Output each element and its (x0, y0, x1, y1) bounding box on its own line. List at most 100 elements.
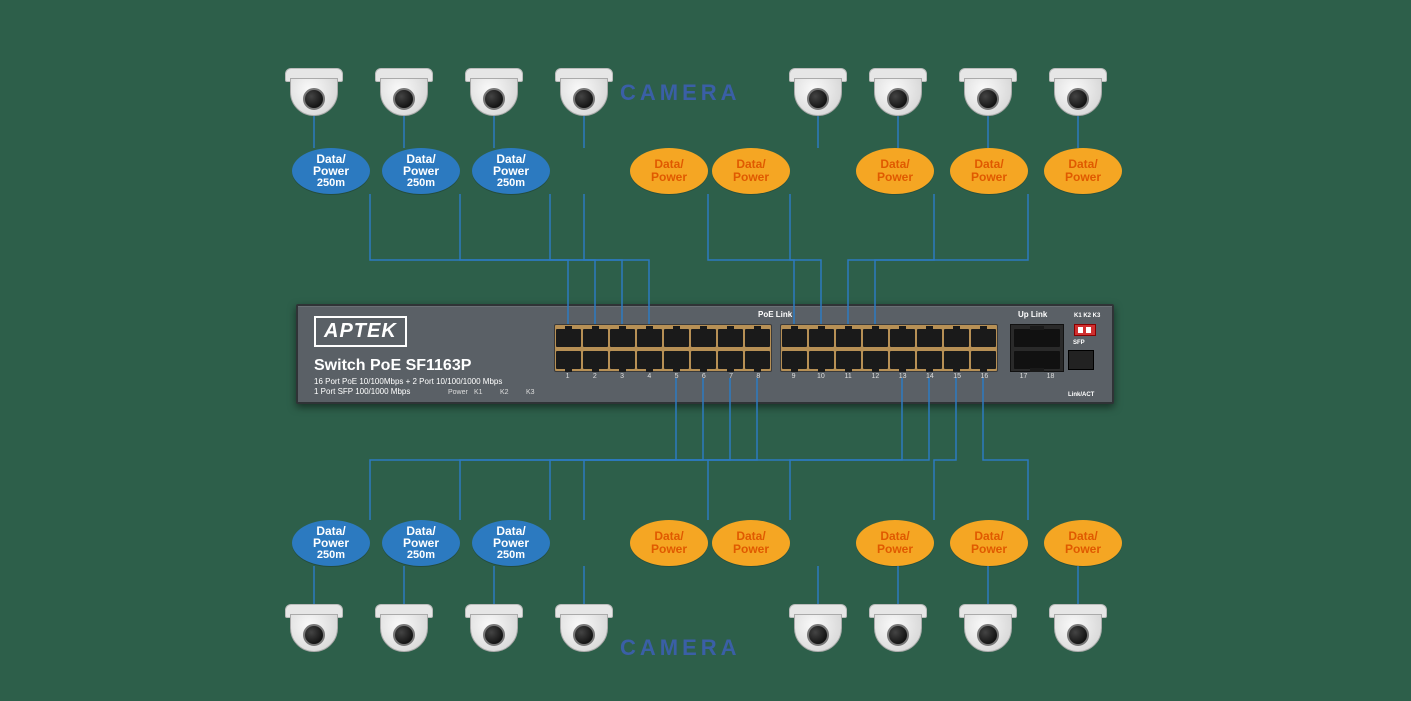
camera-title-top: CAMERA (620, 80, 741, 106)
data-power-badge: Data/Power (630, 520, 708, 566)
dip-label: K1 K2 K3 (1074, 313, 1100, 319)
port-number: 2 (581, 373, 608, 380)
rj45-port (556, 329, 581, 347)
indicator-label: Power (448, 389, 468, 396)
port-number: 15 (944, 373, 971, 380)
rj45-port (917, 351, 942, 369)
data-power-badge: Data/Power (950, 520, 1028, 566)
port-number: 5 (663, 373, 690, 380)
rj45-port (809, 329, 834, 347)
data-power-badge: Data/Power (856, 520, 934, 566)
camera-icon (958, 68, 1018, 116)
rj45-port (971, 351, 996, 369)
sfp-slot (1068, 350, 1094, 370)
indicator-label: K1 (474, 389, 483, 396)
camera-icon (554, 604, 614, 652)
camera-icon (1048, 68, 1108, 116)
rj45-port (664, 329, 689, 347)
port-number: 8 (745, 373, 772, 380)
indicator-label: K2 (500, 389, 509, 396)
camera-icon (374, 604, 434, 652)
rj45-port (691, 329, 716, 347)
data-power-badge: Data/Power250m (292, 520, 370, 566)
port-number: 10 (807, 373, 834, 380)
rj45-port (637, 329, 662, 347)
data-power-badge: Data/Power (1044, 148, 1122, 194)
port-number: 1 (554, 373, 581, 380)
diagram-stage: CAMERA CAMERA Data/Power250m Data/Power250m… (0, 0, 1411, 701)
rj45-port (637, 351, 662, 369)
uplink-ports (1010, 324, 1064, 372)
port-number: 11 (835, 373, 862, 380)
rj45-port (745, 351, 770, 369)
camera-icon (868, 68, 928, 116)
camera-icon (788, 604, 848, 652)
data-power-badge: Data/Power250m (382, 148, 460, 194)
rj45-port (745, 329, 770, 347)
rj45-port (944, 351, 969, 369)
camera-icon (284, 68, 344, 116)
indicator-label: K3 (526, 389, 535, 396)
rj45-port (1014, 329, 1060, 347)
rj45-port (917, 329, 942, 347)
port-number: 7 (718, 373, 745, 380)
port-block (554, 324, 772, 372)
rj45-port (583, 329, 608, 347)
rj45-port (836, 329, 861, 347)
port-number: 14 (916, 373, 943, 380)
port-number: 13 (889, 373, 916, 380)
camera-icon (464, 604, 524, 652)
port-block (780, 324, 998, 372)
camera-icon (464, 68, 524, 116)
linkact-label: Link/ACT (1068, 392, 1094, 398)
rj45-port (863, 329, 888, 347)
rj45-port (782, 329, 807, 347)
rj45-port (944, 329, 969, 347)
rj45-port (718, 329, 743, 347)
rj45-port (890, 351, 915, 369)
dip-switch (1074, 324, 1096, 336)
camera-icon (1048, 604, 1108, 652)
data-power-badge: Data/Power (1044, 520, 1122, 566)
rj45-port (718, 351, 743, 369)
camera-icon (958, 604, 1018, 652)
rj45-port (556, 351, 581, 369)
rj45-port (610, 351, 635, 369)
rj45-port (809, 351, 834, 369)
data-power-badge: Data/Power250m (382, 520, 460, 566)
camera-title-bottom: CAMERA (620, 635, 741, 661)
rj45-port (782, 351, 807, 369)
port-number: 3 (609, 373, 636, 380)
rj45-port (836, 351, 861, 369)
rj45-port (890, 329, 915, 347)
rj45-port (971, 329, 996, 347)
data-power-badge: Data/Power (950, 148, 1028, 194)
data-power-badge: Data/Power250m (292, 148, 370, 194)
switch-brand: APTEK (314, 316, 407, 347)
port-number: 4 (636, 373, 663, 380)
rj45-port (583, 351, 608, 369)
rj45-port (610, 329, 635, 347)
data-power-badge: Data/Power250m (472, 148, 550, 194)
switch-model: Switch PoE SF1163P (314, 357, 502, 375)
data-power-badge: Data/Power (856, 148, 934, 194)
sfp-label: SFP (1073, 340, 1085, 346)
rj45-port (691, 351, 716, 369)
rj45-port (1014, 351, 1060, 369)
camera-icon (284, 604, 344, 652)
data-power-badge: Data/Power250m (472, 520, 550, 566)
camera-icon (554, 68, 614, 116)
port-number: 9 (780, 373, 807, 380)
camera-icon (374, 68, 434, 116)
port-number: 16 (971, 373, 998, 380)
camera-icon (868, 604, 928, 652)
up-link-label: Up Link (1018, 310, 1047, 319)
poe-link-label: PoE Link (758, 310, 792, 319)
port-number: 18 (1037, 373, 1064, 380)
port-number: 17 (1010, 373, 1037, 380)
camera-icon (788, 68, 848, 116)
rj45-port (664, 351, 689, 369)
data-power-badge: Data/Power (712, 148, 790, 194)
data-power-badge: Data/Power (712, 520, 790, 566)
port-number: 12 (862, 373, 889, 380)
